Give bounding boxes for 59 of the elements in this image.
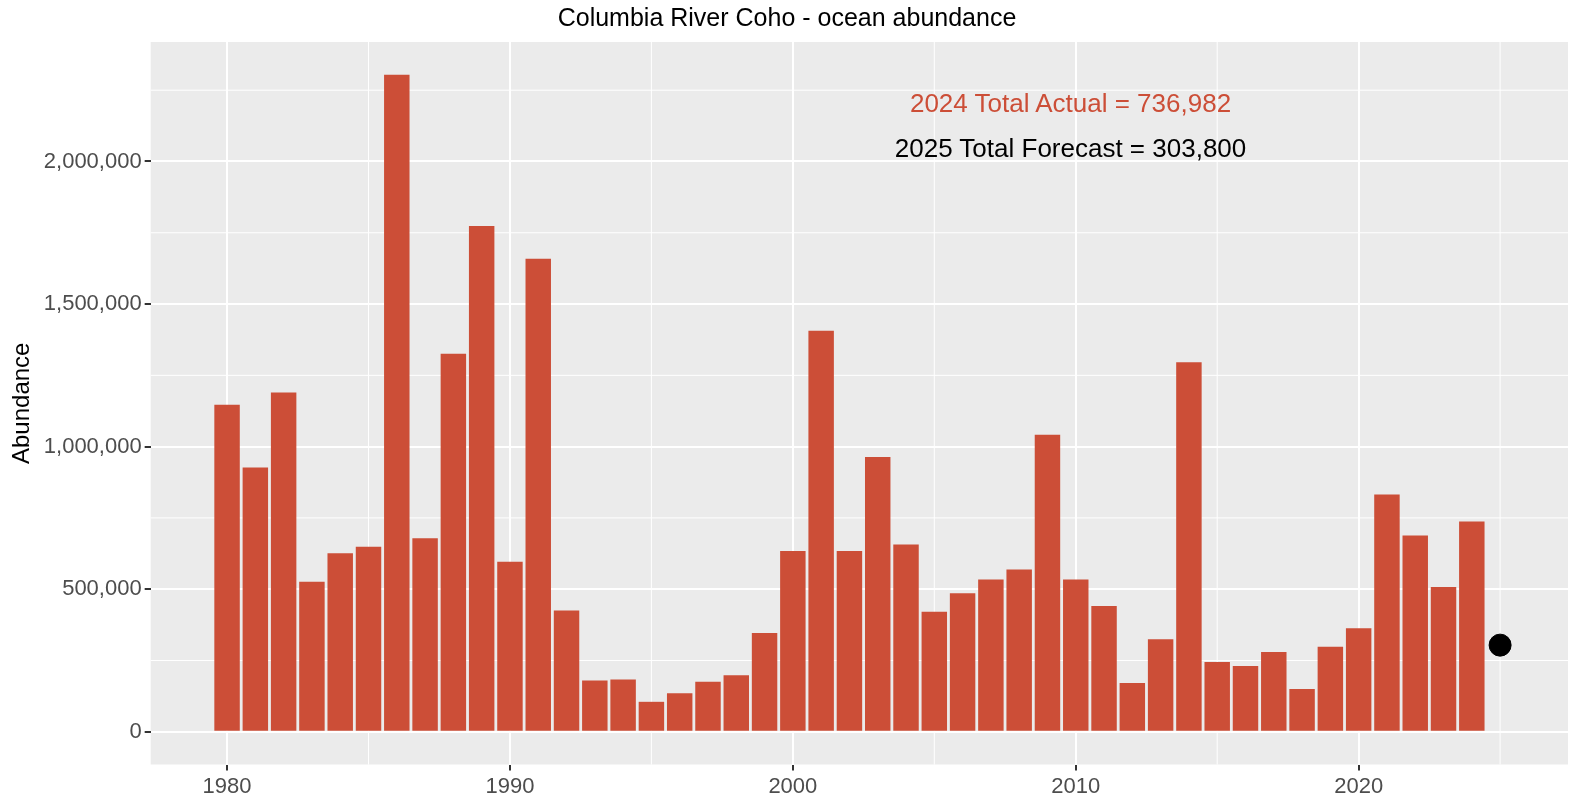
bar <box>582 680 608 731</box>
bar <box>1091 606 1117 731</box>
y-tick-label: 0 <box>129 717 142 743</box>
bar <box>468 225 495 731</box>
bar <box>1317 646 1344 731</box>
bar <box>949 593 976 731</box>
bar <box>695 681 721 731</box>
bar <box>864 456 891 731</box>
bar <box>242 467 269 731</box>
bar <box>1289 688 1315 731</box>
bar <box>1402 535 1428 731</box>
bar <box>1176 362 1202 731</box>
bar <box>751 633 778 731</box>
chart-title: Columbia River Coho - ocean abundance <box>557 2 1017 31</box>
bar <box>780 550 806 731</box>
bar <box>1119 682 1146 731</box>
bar <box>299 581 325 731</box>
bar <box>1204 661 1230 731</box>
bar <box>1459 521 1485 731</box>
bar <box>497 561 523 731</box>
bar <box>723 675 750 731</box>
bar <box>1147 639 1174 731</box>
y-tick-label: 1,500,000 <box>43 290 142 316</box>
bar <box>1232 665 1259 731</box>
bar <box>384 74 410 731</box>
bar <box>1034 434 1061 731</box>
bar <box>666 693 693 731</box>
bar <box>355 546 382 731</box>
bar <box>836 550 863 731</box>
bar <box>1006 569 1032 731</box>
bar <box>1430 586 1457 731</box>
x-tick-label: 1990 <box>485 772 535 798</box>
bar <box>214 404 240 731</box>
bar <box>1374 494 1400 731</box>
bar <box>327 553 353 731</box>
annotation: 2025 Total Forecast = 303,800 <box>894 133 1247 164</box>
bar <box>1261 651 1287 731</box>
bar <box>412 538 438 731</box>
y-tick-label: 500,000 <box>62 575 142 601</box>
y-tick-label: 2,000,000 <box>43 147 142 173</box>
x-tick-label: 2000 <box>768 772 818 798</box>
bar <box>1345 628 1372 731</box>
bar <box>610 679 636 731</box>
bar <box>1063 579 1089 731</box>
bar <box>893 544 919 731</box>
bar <box>638 701 665 731</box>
bar <box>921 611 948 731</box>
bar <box>440 353 467 731</box>
x-tick-label: 2010 <box>1051 772 1101 798</box>
bar <box>978 579 1004 731</box>
bar <box>808 330 834 731</box>
bar <box>525 258 551 731</box>
bar <box>553 610 580 731</box>
bar <box>270 392 297 731</box>
x-tick-label: 1980 <box>202 772 252 798</box>
annotation: 2024 Total Actual = 736,982 <box>909 88 1232 119</box>
x-tick-label: 2020 <box>1334 772 1384 798</box>
y-tick-label: 1,000,000 <box>43 432 142 458</box>
y-axis-title: Abundance <box>7 342 35 465</box>
